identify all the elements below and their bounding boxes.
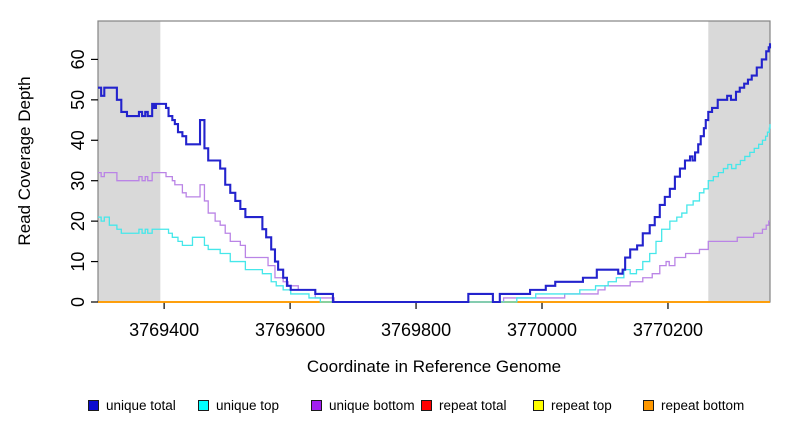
legend-label: unique total — [106, 397, 176, 413]
y-axis-title: Read Coverage Depth — [15, 76, 34, 245]
legend-item-unique-total: unique total — [88, 397, 176, 413]
legend-label: repeat total — [439, 397, 507, 413]
unique-top-swatch-icon — [198, 399, 209, 411]
svg-text:30: 30 — [68, 171, 88, 191]
svg-text:40: 40 — [68, 130, 88, 150]
legend-label: unique bottom — [329, 397, 415, 413]
legend-item-unique-top: unique top — [198, 397, 279, 413]
svg-text:10: 10 — [68, 252, 88, 272]
unique-bottom-swatch-icon — [311, 399, 322, 411]
svg-text:3769400: 3769400 — [129, 320, 199, 340]
legend-item-repeat-top: repeat top — [533, 397, 612, 413]
svg-text:20: 20 — [68, 211, 88, 231]
repeat-total-swatch-icon — [421, 399, 432, 411]
svg-text:60: 60 — [68, 49, 88, 69]
svg-text:3770000: 3770000 — [507, 320, 577, 340]
legend-item-repeat-total: repeat total — [421, 397, 507, 413]
svg-text:3769600: 3769600 — [255, 320, 325, 340]
legend-label: repeat bottom — [661, 397, 745, 413]
legend: unique total unique top unique bottom re… — [0, 397, 792, 417]
legend-item-repeat-bottom: repeat bottom — [643, 397, 744, 413]
unique-total-swatch-icon — [88, 399, 99, 411]
legend-label: unique top — [216, 397, 280, 413]
svg-text:0: 0 — [68, 297, 88, 307]
svg-text:3770200: 3770200 — [633, 320, 703, 340]
legend-label: repeat top — [551, 397, 612, 413]
svg-text:50: 50 — [68, 90, 88, 110]
repeat-top-swatch-icon — [533, 399, 544, 411]
svg-text:3769800: 3769800 — [381, 320, 451, 340]
repeat-bottom-swatch-icon — [643, 399, 654, 411]
legend-item-unique-bottom: unique bottom — [311, 397, 415, 413]
x-axis-title: Coordinate in Reference Genome — [307, 357, 561, 376]
